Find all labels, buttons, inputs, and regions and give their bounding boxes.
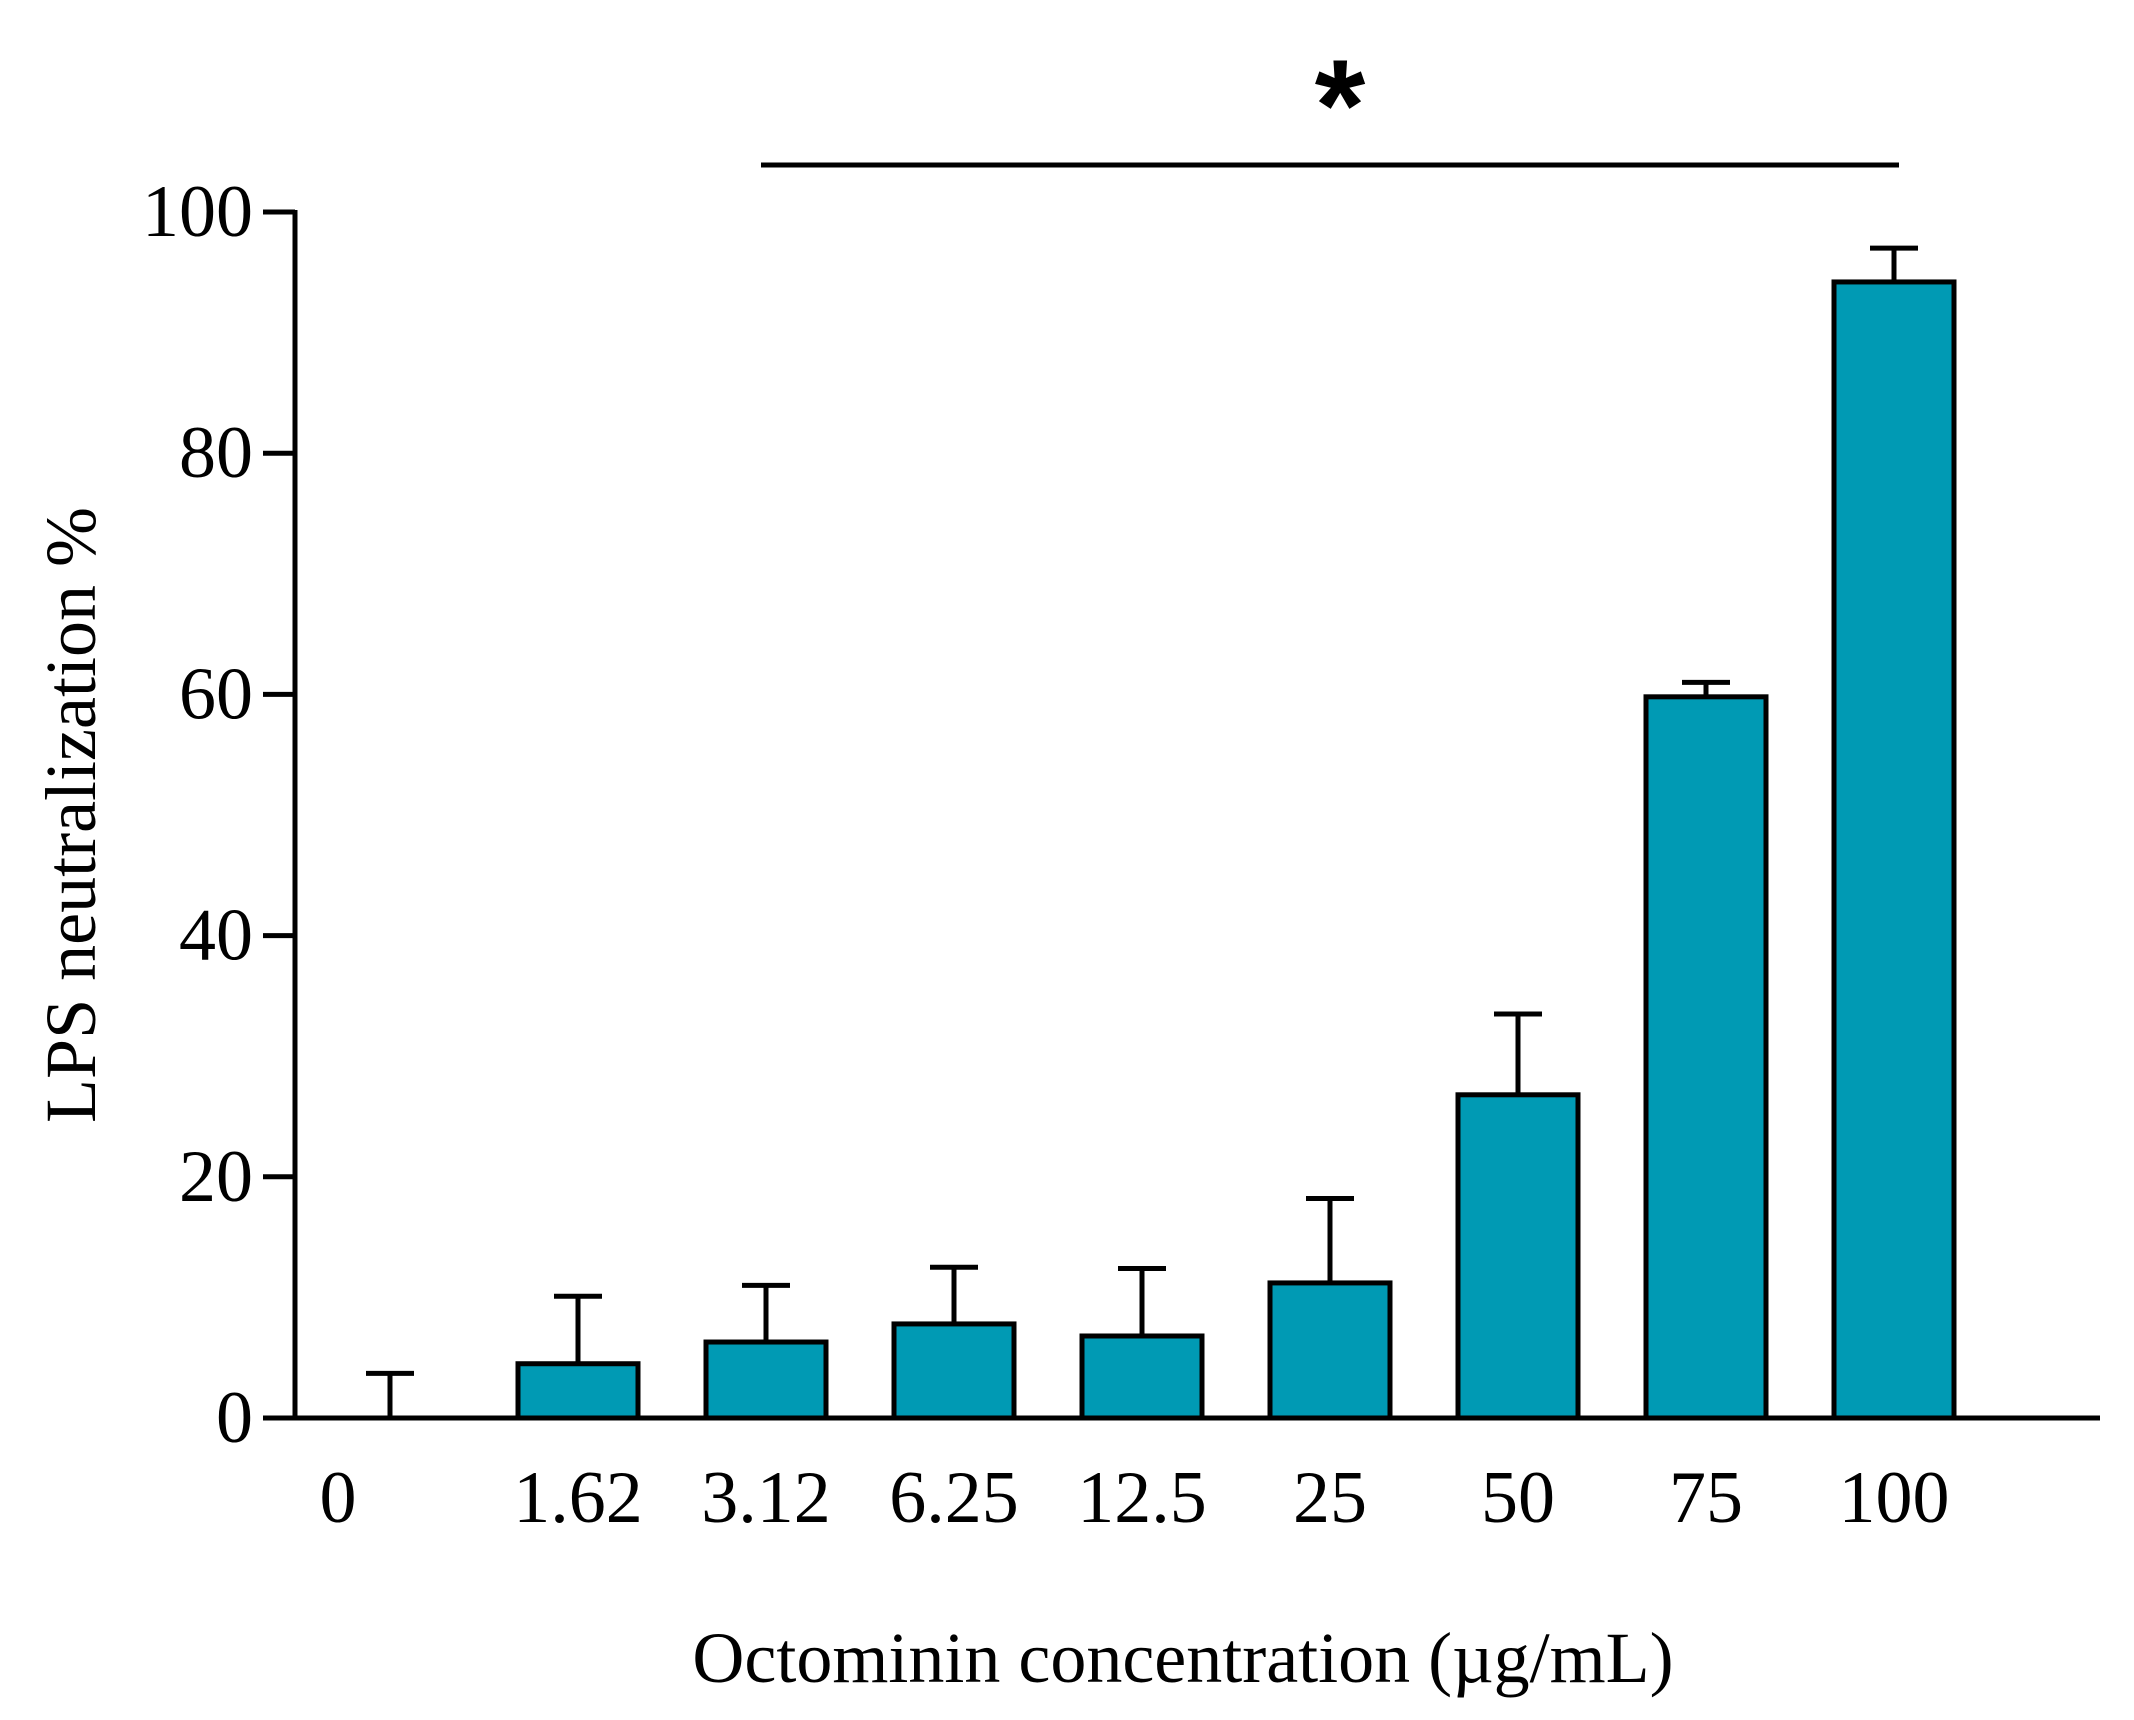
- x-tick-label: 25: [1293, 1457, 1367, 1539]
- bar: [1643, 694, 1769, 1421]
- x-tick-label: 6.25: [889, 1457, 1019, 1539]
- significance-marker: *: [1315, 32, 1366, 178]
- x-tick-label: 1.62: [513, 1457, 643, 1539]
- y-tick-label: 100: [142, 171, 253, 253]
- x-tick-label: 3.12: [701, 1457, 831, 1539]
- y-tick-label: 20: [179, 1136, 253, 1218]
- y-axis-title: LPS neutralization %: [31, 507, 111, 1123]
- y-tick-label: 60: [179, 653, 253, 735]
- x-tick-label: 0: [320, 1457, 357, 1539]
- bars-layer: [515, 279, 1957, 1421]
- bar: [891, 1321, 1017, 1421]
- bar: [515, 1361, 641, 1421]
- x-tick-label: 50: [1481, 1457, 1555, 1539]
- bar: [1079, 1333, 1205, 1421]
- bar: [1455, 1092, 1581, 1421]
- x-tick-label: 12.5: [1077, 1457, 1207, 1539]
- x-tick-label: 100: [1839, 1457, 1950, 1539]
- x-tick-label: 75: [1669, 1457, 1743, 1539]
- y-tick-label: 0: [216, 1377, 253, 1459]
- x-axis-title: Octominin concentration (µg/mL): [692, 1618, 1673, 1698]
- bar: [703, 1339, 829, 1421]
- y-ticks-layer: 0 20 40 60 80 100: [142, 171, 295, 1459]
- x-tick-labels-layer: 0 1.62 3.12 6.25 12.5 25 50 75 100: [320, 1457, 1950, 1539]
- y-tick-label: 80: [179, 412, 253, 494]
- y-tick-label: 40: [179, 895, 253, 977]
- bar: [1831, 279, 1957, 1421]
- bar: [1267, 1280, 1393, 1421]
- error-bars-layer: [366, 245, 1918, 1418]
